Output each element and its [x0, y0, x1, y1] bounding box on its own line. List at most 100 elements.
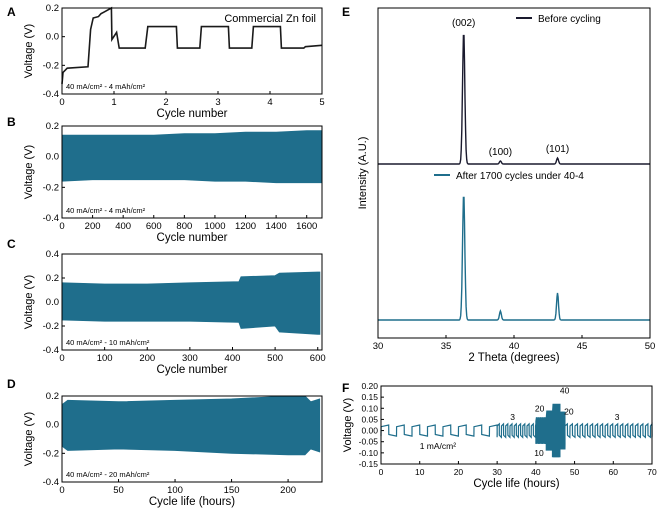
segment-label: 20 [564, 407, 574, 417]
x-axis-label: Cycle number [157, 232, 228, 244]
panel-label-e: E [342, 5, 350, 19]
peak-label: (101) [546, 144, 569, 155]
x-tick-label: 30 [492, 467, 502, 477]
panel-label-a: A [7, 5, 16, 19]
y-axis-label: Intensity (A.U.) [357, 137, 369, 210]
x-tick-label: 50 [570, 467, 580, 477]
panel-d: D 0 50 100 150 200 -0.4 -0.2 0.0 0.2 Cycle life (h… [7, 377, 323, 508]
panel-f: F0 10 20 30 40 50 60 70-0.15-0.10-0.050.000.050… [342, 381, 657, 490]
series-band-c [61, 271, 321, 335]
segment-label: 20 [535, 403, 545, 413]
segment-label: 1 mA/cm² [420, 441, 457, 451]
y-tick-label: 0.0 [46, 32, 59, 43]
x-tick-label: 400 [115, 221, 131, 232]
x-tick-label: 1400 [266, 221, 287, 232]
segment-label: 3 [510, 412, 515, 422]
y-tick-label: -0.2 [43, 448, 59, 459]
y-tick-label: 0.2 [46, 273, 59, 284]
x-tick-label: 35 [441, 341, 452, 352]
x-tick-label: 100 [97, 353, 113, 364]
x-tick-label: 10 [415, 467, 425, 477]
y-axis-label: Voltage (V) [23, 145, 35, 199]
y-tick-label: 0.00 [361, 426, 378, 436]
segment-label: 3 [615, 412, 620, 422]
y-tick-label: 0.15 [361, 392, 378, 402]
panel-c: C 0 100 200 300 400 500 600 -0.4 -0.2 0.0 0.2 0.4 Cyc… [7, 237, 326, 376]
x-tick-label: 0 [59, 97, 64, 108]
plot-frame [61, 7, 323, 95]
y-tick-label: -0.4 [43, 89, 59, 100]
y-tick-label: -0.2 [43, 60, 59, 71]
y-tick-label: 0.0 [46, 297, 59, 308]
x-tick-label: 45 [577, 341, 588, 352]
y-tick-label: -0.15 [359, 459, 379, 469]
y-axis-label: Voltage (V) [23, 24, 35, 78]
x-axis-label: Cycle life (hours) [473, 478, 559, 490]
x-tick-label: 600 [146, 221, 162, 232]
x-axis-label: Cycle number [157, 364, 228, 376]
x-tick-label: 1000 [204, 221, 225, 232]
panel-b: B 0 200 400 600 800 1000 1200 1400 1600 -0.4 -0.2 0.… [7, 115, 323, 244]
series-band-d [61, 395, 321, 456]
x-tick-label: 400 [225, 353, 241, 364]
series-line-f [380, 403, 653, 458]
y-tick-label: 0.4 [46, 249, 59, 260]
x-tick-label: 1600 [296, 221, 317, 232]
series-band-b [61, 130, 323, 184]
panel-label-b: B [7, 115, 16, 129]
x-tick-label: 50 [113, 485, 124, 496]
peak-label: (002) [452, 18, 475, 29]
segment-label: 40 [560, 385, 570, 395]
xrd-line-after [378, 196, 650, 321]
y-tick-label: 0.05 [361, 414, 378, 424]
plot-frame [61, 253, 323, 351]
x-tick-label: 40 [531, 467, 541, 477]
x-tick-label: 100 [167, 485, 183, 496]
y-tick-label: -0.05 [359, 437, 379, 447]
y-tick-label: 0.2 [46, 3, 59, 14]
plot-frame [61, 395, 323, 483]
y-tick-label: -0.4 [43, 213, 59, 224]
y-tick-label: -0.10 [359, 448, 379, 458]
annotation-b: 40 mA/cm² - 4 mAh/cm² [66, 206, 146, 215]
panel-e: E 30 35 40 45 50 2 Theta (degrees) Intensity (A… [342, 5, 655, 364]
segment-label: 10 [534, 448, 544, 458]
panel-label-c: C [7, 237, 16, 251]
x-axis-label: Cycle life (hours) [149, 496, 235, 508]
y-tick-label: 0.0 [46, 152, 59, 163]
y-tick-label: 0.10 [361, 403, 378, 413]
x-tick-label: 200 [280, 485, 296, 496]
x-tick-label: 800 [176, 221, 192, 232]
x-tick-label: 20 [454, 467, 464, 477]
series-line-a [61, 6, 323, 85]
plot-frame [377, 7, 651, 339]
x-tick-label: 60 [609, 467, 619, 477]
y-tick-label: -0.4 [43, 477, 59, 488]
plot-frame [61, 125, 323, 219]
x-tick-label: 5 [319, 97, 324, 108]
chart-title-a: Commercial Zn foil [224, 13, 316, 25]
x-tick-label: 0 [379, 467, 384, 477]
x-tick-label: 0 [59, 353, 64, 364]
legend-entry: After 1700 cycles under 40-4 [456, 171, 584, 182]
x-tick-label: 2 [163, 97, 168, 108]
panel-a: A 0 1 2 3 4 5 -0.4 -0.2 0.0 0.2 Cycle number Voltage… [7, 3, 325, 120]
x-tick-label: 500 [267, 353, 283, 364]
x-tick-label: 50 [645, 341, 656, 352]
panel-label-d: D [7, 377, 16, 391]
x-tick-label: 300 [182, 353, 198, 364]
x-tick-label: 0 [59, 221, 64, 232]
annotation-c: 40 mA/cm² - 10 mAh/cm² [66, 338, 150, 347]
x-tick-label: 3 [215, 97, 220, 108]
y-axis-label: Voltage (V) [23, 412, 35, 466]
y-tick-label: -0.2 [43, 321, 59, 332]
x-axis-label: 2 Theta (degrees) [468, 352, 559, 364]
y-axis-label: Voltage (V) [342, 398, 354, 452]
x-tick-label: 200 [139, 353, 155, 364]
peak-label: (100) [489, 147, 512, 158]
xrd-line-before [378, 34, 650, 165]
annotation-d: 40 mA/cm² - 20 mAh/cm² [66, 470, 150, 479]
annotation-a: 40 mA/cm² - 4 mAh/cm² [66, 82, 146, 91]
x-tick-label: 150 [224, 485, 240, 496]
